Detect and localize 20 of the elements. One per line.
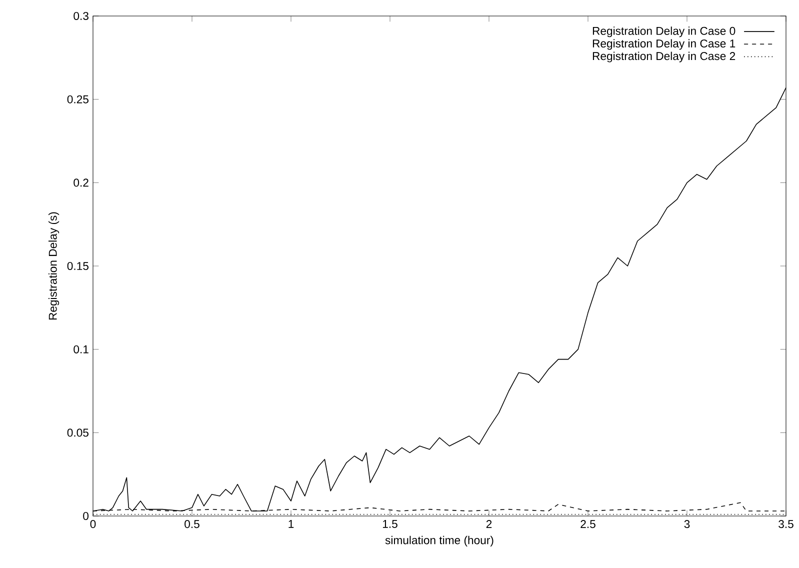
y-tick-label: 0.25	[67, 95, 88, 104]
legend-label: Registration Delay in Case 0	[592, 26, 736, 38]
x-tick-label: 0	[90, 520, 96, 528]
legend-label: Registration Delay in Case 1	[592, 39, 736, 50]
x-tick-label: 2	[486, 520, 492, 528]
y-tick-label: 0.2	[74, 178, 88, 187]
y-tick-label: 0.15	[67, 262, 88, 270]
y-axis-title: Registration Delay (s)	[48, 212, 60, 320]
y-tick-label: 0.3	[74, 12, 88, 20]
y-tick-label: 0	[83, 512, 89, 520]
y-tick-label: 0.05	[67, 428, 88, 437]
x-tick-label: 1	[288, 520, 294, 528]
x-tick-label: 1.5	[382, 520, 398, 528]
x-tick-label: 3	[684, 520, 690, 528]
legend-label: Registration Delay in Case 2	[592, 52, 736, 62]
x-tick-label: 0.5	[184, 520, 200, 528]
x-tick-label: 3.5	[778, 520, 794, 528]
y-tick-label: 0.1	[74, 345, 88, 354]
x-axis-title: simulation time (hour)	[385, 536, 494, 546]
x-tick-label: 2.5	[580, 520, 596, 528]
